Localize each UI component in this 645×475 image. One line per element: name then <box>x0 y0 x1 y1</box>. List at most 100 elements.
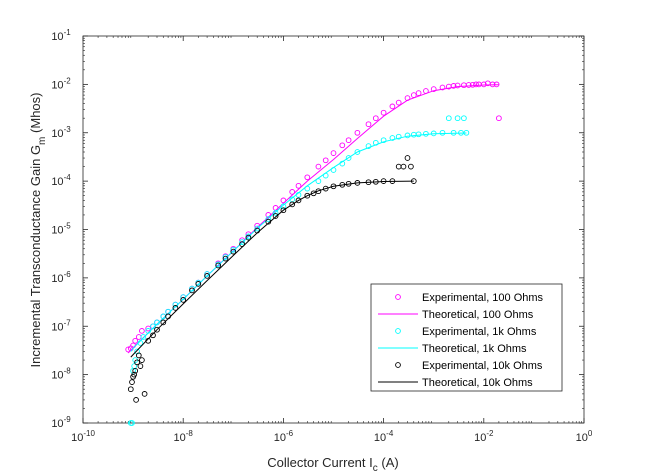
data-point <box>389 135 396 141</box>
data-point <box>496 115 502 122</box>
data-point <box>180 297 187 303</box>
data-point <box>315 178 322 184</box>
data-point <box>445 115 452 122</box>
data-point <box>315 163 322 170</box>
y-tick-label: 10-3 <box>51 125 71 140</box>
data-point <box>160 319 167 326</box>
data-point <box>132 367 139 374</box>
data-point <box>154 326 160 333</box>
data-point <box>454 115 461 122</box>
y-tick-label: 10-5 <box>51 222 71 237</box>
data-point <box>430 86 437 92</box>
series-layer <box>125 80 502 426</box>
legend-entry-label: Theoretical, 100 Ohms <box>422 309 534 321</box>
data-point <box>380 137 387 144</box>
data-point <box>304 174 311 181</box>
data-point <box>215 262 222 269</box>
data-point <box>131 371 138 378</box>
data-point <box>140 334 147 340</box>
data-point <box>189 287 195 294</box>
data-point <box>265 216 272 222</box>
legend-entry-label: Experimental, 1k Ohms <box>422 326 537 338</box>
data-point <box>330 150 337 156</box>
data-point <box>139 357 145 363</box>
x-tick-label: 10-8 <box>174 429 194 444</box>
data-point <box>139 328 145 334</box>
data-point <box>127 386 134 393</box>
data-point <box>145 325 152 332</box>
data-point <box>132 337 139 344</box>
series-markers <box>127 155 417 403</box>
x-tick-label: 10-2 <box>474 429 494 444</box>
data-point <box>129 379 135 385</box>
data-point <box>289 201 296 208</box>
series-line <box>130 180 414 358</box>
legend-marker-swatch <box>395 294 401 300</box>
data-point <box>280 207 287 214</box>
data-point <box>454 82 461 89</box>
x-tick-label: 100 <box>576 429 593 444</box>
data-point <box>365 143 372 149</box>
data-point <box>254 225 261 232</box>
data-point <box>415 90 422 96</box>
legend-entry-label: Experimental, 10k Ohms <box>422 360 543 372</box>
data-point <box>380 109 387 116</box>
data-point <box>473 81 479 88</box>
data-point <box>230 246 237 253</box>
data-point <box>439 129 446 136</box>
data-point <box>469 81 476 88</box>
data-point <box>289 189 296 195</box>
data-point <box>322 157 329 164</box>
data-point <box>439 84 446 91</box>
data-point <box>134 359 140 366</box>
data-point <box>408 163 414 170</box>
data-point <box>461 115 467 122</box>
data-point <box>141 391 148 397</box>
x-tick-label: 10-10 <box>71 429 95 444</box>
axis-ticks: 10-10 10-8 10-6 10-4 10-2 100 10-9 10-8 10-7 10-6… <box>51 28 593 444</box>
y-tick-label: 10-1 <box>51 28 71 43</box>
data-point <box>465 82 472 88</box>
data-point <box>230 248 237 255</box>
y-tick-label: 10-7 <box>51 318 71 333</box>
y-tick-label: 10-8 <box>51 367 71 382</box>
data-point <box>400 163 407 170</box>
legend-marker-swatch <box>395 362 401 368</box>
x-axis-label: Collector Current Ic (A) <box>267 455 398 474</box>
series-markers <box>127 115 470 426</box>
data-point <box>480 81 487 88</box>
data-point <box>125 346 132 353</box>
data-point <box>135 352 142 359</box>
data-point <box>315 188 322 195</box>
data-point <box>280 203 287 210</box>
data-point <box>295 182 302 189</box>
y-tick-label: 10-6 <box>51 270 71 285</box>
data-point <box>354 149 361 155</box>
data-point <box>304 192 311 199</box>
data-point <box>395 133 402 140</box>
data-point <box>322 185 329 192</box>
data-point <box>365 121 372 128</box>
y-tick-label: 10-4 <box>51 173 71 188</box>
data-point <box>137 363 144 369</box>
data-point <box>204 273 210 279</box>
data-point <box>339 142 346 149</box>
y-tick-label: 10-9 <box>51 415 71 430</box>
data-point <box>295 197 302 204</box>
data-point <box>310 190 317 197</box>
data-point <box>239 239 245 245</box>
data-point <box>345 155 352 161</box>
data-point <box>345 137 352 144</box>
data-point <box>415 131 422 138</box>
legend-box <box>370 283 563 392</box>
legend-entry-label: Theoretical, 1k Ohms <box>422 343 527 355</box>
data-point <box>272 213 279 219</box>
data-point <box>389 103 396 110</box>
legend-marker-swatch <box>395 328 401 334</box>
legend-entry-label: Theoretical, 10k Ohms <box>422 377 533 389</box>
data-point <box>404 155 411 161</box>
legend: Experimental, 100 Ohms Theoretical, 100 O… <box>370 283 563 392</box>
data-point <box>129 420 135 426</box>
data-point <box>450 83 457 89</box>
